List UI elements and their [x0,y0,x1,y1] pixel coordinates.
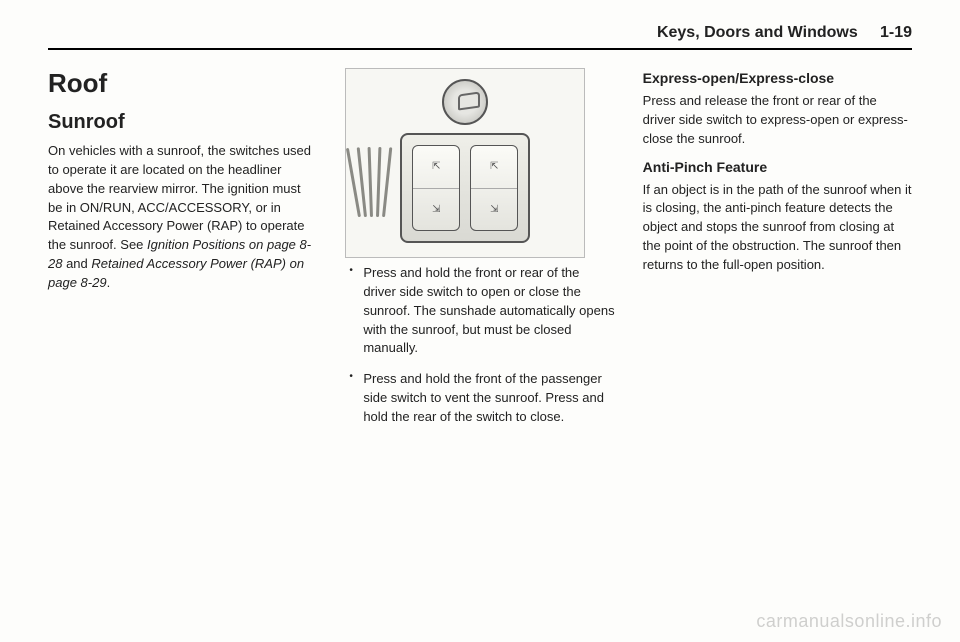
intro-text-b: and [62,256,91,271]
feature-heading-antipinch: Anti-Pinch Feature [643,159,912,175]
column-2: ⇱ ⇲ ⇱ ⇲ Press and hold the front or rear… [345,68,614,439]
express-paragraph: Press and release the front or rear of t… [643,92,912,149]
dome-light-knob-icon [442,79,488,125]
section-heading: Roof [48,68,317,99]
intro-text-c: . [107,275,111,290]
chapter-title: Keys, Doors and Windows [657,24,858,41]
page-number: 1-19 [880,24,912,41]
vent-lines-icon [356,147,386,237]
feature-heading-express: Express-open/Express-close [643,70,912,86]
intro-text-a: On vehicles with a sunroof, the switches… [48,143,311,252]
watermark: carmanualsonline.info [756,611,942,632]
subsection-heading: Sunroof [48,111,317,134]
passenger-switch-icon: ⇱ ⇲ [470,145,518,231]
antipinch-paragraph: If an object is in the path of the sunro… [643,181,912,275]
list-item: Press and hold the front of the passenge… [345,370,614,427]
switch-close-icon: ⇲ [413,189,459,231]
instruction-list: Press and hold the front or rear of the … [345,264,614,427]
switch-panel: ⇱ ⇲ ⇱ ⇲ [400,133,530,243]
switch-open-icon: ⇱ [413,146,459,189]
columns: Roof Sunroof On vehicles with a sunroof,… [48,68,912,439]
switch-vent-icon: ⇱ [471,146,517,189]
intro-paragraph: On vehicles with a sunroof, the switches… [48,142,317,293]
driver-switch-icon: ⇱ ⇲ [412,145,460,231]
list-item: Press and hold the front or rear of the … [345,264,614,358]
switch-close2-icon: ⇲ [471,189,517,231]
column-3: Express-open/Express-close Press and rel… [643,68,912,439]
sunroof-illustration: ⇱ ⇲ ⇱ ⇲ [345,68,585,258]
column-1: Roof Sunroof On vehicles with a sunroof,… [48,68,317,439]
header-rule [48,48,912,50]
page-header: Keys, Doors and Windows 1-19 [48,24,912,48]
